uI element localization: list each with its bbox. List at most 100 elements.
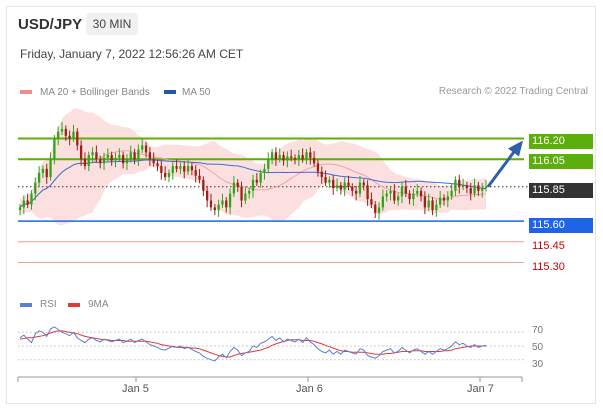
rsi9-line: [19, 330, 486, 358]
candle-body: [133, 152, 136, 160]
candle-body: [160, 166, 163, 173]
candle-body: [114, 157, 117, 161]
candle-body: [332, 179, 335, 189]
candle-body: [290, 156, 293, 158]
widget-frame: [6, 6, 596, 404]
candle-body: [408, 193, 411, 200]
candle-body: [278, 155, 281, 160]
candle-body: [152, 159, 155, 164]
timeframe-badge[interactable]: 30 MIN: [86, 13, 138, 35]
candle-body: [286, 156, 289, 161]
candle-body: [339, 185, 342, 190]
candle-body: [186, 166, 190, 172]
candle-body: [95, 152, 98, 160]
candle-body: [225, 200, 228, 208]
candle-body: [102, 157, 106, 164]
candle-body: [393, 190, 396, 201]
candle-body: [34, 182, 37, 194]
candle-body: [404, 186, 407, 194]
candle-body: [64, 128, 67, 136]
candle-body: [328, 179, 331, 183]
bollinger-band-area: [20, 108, 486, 226]
candle-body: [400, 186, 404, 197]
candle-body: [148, 152, 152, 160]
candle-body: [125, 159, 129, 164]
candle-body: [53, 138, 56, 160]
candle-body: [293, 157, 297, 160]
candle-body: [381, 196, 385, 208]
candle-body: [18, 207, 22, 211]
candle-body: [79, 145, 83, 160]
candle-body: [232, 182, 236, 194]
candle-body: [183, 166, 186, 172]
candle-body: [297, 155, 300, 160]
candle-body: [419, 190, 423, 197]
candle-body: [206, 190, 209, 201]
candle-body: [72, 131, 75, 139]
candle-body: [458, 179, 461, 187]
candle-body: [461, 185, 465, 187]
candle-body: [370, 199, 373, 205]
rsi-tick-50: 50: [532, 342, 544, 353]
candle-body: [164, 172, 167, 178]
candle-body: [175, 166, 178, 169]
candle-body: [343, 182, 346, 190]
rsi9-legend-swatch: [68, 303, 80, 307]
candle-body: [423, 196, 427, 208]
candle-body: [37, 172, 41, 183]
candle-body: [87, 155, 90, 167]
candle-body: [431, 200, 434, 211]
candle-body: [106, 155, 109, 158]
candle-body: [267, 159, 270, 169]
candle-body: [57, 131, 60, 139]
candle-body: [194, 170, 197, 176]
x-tick-jan6: Jan 6: [296, 383, 323, 395]
candle-body: [316, 163, 320, 172]
candle-body: [179, 166, 182, 169]
candle-body: [118, 155, 121, 158]
candle-body: [217, 204, 220, 211]
candle-body: [209, 200, 213, 208]
candle-body: [442, 197, 446, 201]
candle-body: [129, 152, 132, 160]
candle-body: [202, 179, 205, 191]
candle-body: [389, 190, 392, 194]
research-credit: Research © 2022 Trading Central: [438, 86, 588, 97]
candle-body: [274, 152, 278, 160]
candle-body: [263, 168, 266, 173]
candle-body: [270, 152, 274, 160]
candle-body: [366, 185, 369, 200]
candle-body: [244, 193, 247, 201]
level-tag-115-60: 115.60: [529, 218, 593, 233]
candle-body: [251, 179, 255, 191]
candle-body: [282, 155, 285, 161]
ma20-legend-label: MA 20 + Bollinger Bands: [40, 87, 150, 98]
last-price-tag: 115.85: [529, 183, 593, 198]
candle-body: [198, 175, 201, 180]
candle-body: [454, 179, 457, 191]
candle-body: [465, 185, 469, 189]
candle-body: [259, 172, 262, 183]
candle-body: [236, 182, 239, 187]
candle-body: [30, 193, 33, 205]
forecast-arrow-shaft: [486, 149, 517, 188]
candle-body: [481, 188, 484, 191]
candle-body: [385, 193, 388, 197]
candle-body: [305, 152, 308, 160]
candle-body: [320, 171, 323, 178]
candle-body: [49, 159, 52, 178]
candle-body: [83, 159, 87, 167]
candle-body: [99, 159, 102, 164]
forecast-arrow-head: [508, 140, 523, 157]
candle-body: [76, 131, 79, 146]
candle-body: [141, 145, 144, 150]
candle-body: [68, 135, 71, 139]
ma50-legend-label: MA 50: [182, 87, 211, 98]
candle-body: [439, 197, 442, 205]
candle-body: [450, 190, 453, 197]
candle-body: [228, 193, 232, 208]
candle-body: [484, 186, 488, 189]
candle-body: [354, 190, 358, 194]
pair-title: USD/JPY: [18, 16, 83, 33]
